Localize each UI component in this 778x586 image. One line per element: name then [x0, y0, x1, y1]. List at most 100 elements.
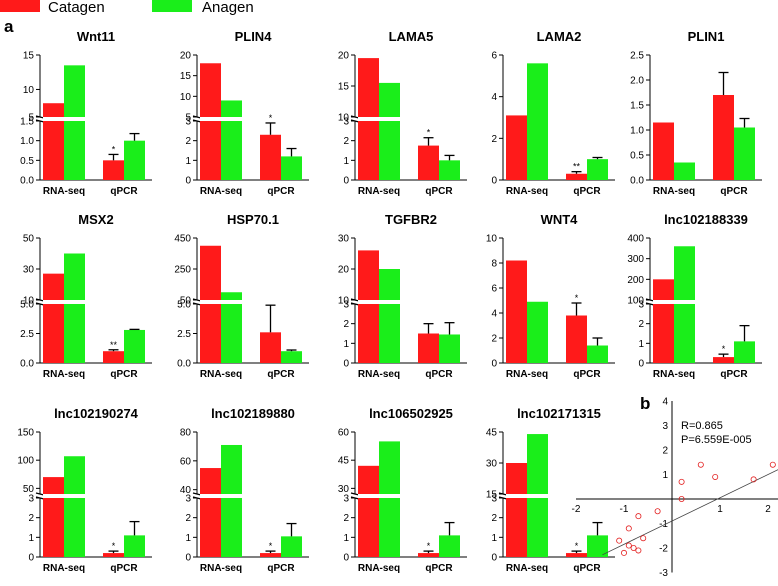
significance-mark: **	[573, 162, 581, 172]
y-tick-label: 3	[343, 494, 349, 505]
y-tick-label: 2.5	[177, 329, 191, 340]
chart-title: Wnt11	[77, 29, 115, 44]
scatter-point	[697, 461, 704, 468]
x-tick-label: RNA-seq	[200, 563, 242, 574]
bar-anagen-rna-seq-upper	[64, 456, 85, 494]
bar-catagen-rna-seq-upper	[358, 465, 379, 494]
scatter-y-tick-label: -2	[659, 544, 668, 555]
bar-catagen-qpcr	[566, 173, 587, 180]
x-tick-label: qPCR	[267, 563, 295, 574]
significance-mark: **	[110, 340, 118, 350]
bar-break-gap	[200, 300, 221, 304]
scatter-point	[625, 525, 632, 532]
bar-anagen-rna-seq	[527, 498, 548, 557]
bar-anagen-rna-seq-upper	[64, 65, 85, 117]
significance-mark: *	[427, 128, 431, 138]
bar-anagen-rna-seq	[379, 498, 400, 557]
bar-charts: Wnt11510150.00.51.01.5RNA-seq*qPCRPLIN45…	[17, 29, 762, 574]
bar-catagen-rna-seq	[43, 304, 64, 363]
x-tick-label: qPCR	[110, 369, 138, 380]
bar-break-gap	[674, 300, 695, 304]
bar-anagen-rna-seq	[674, 162, 695, 180]
bar-catagen-qpcr	[418, 333, 439, 363]
y-tick-label: 0.0	[177, 359, 191, 370]
bar-catagen-qpcr	[713, 95, 734, 180]
x-tick-label: RNA-seq	[506, 369, 548, 380]
y-tick-label: 2	[343, 136, 349, 147]
x-tick-label: qPCR	[720, 369, 748, 380]
bar-chart-2: LAMA5 10 15 20 0 1 2 3 RNA-seq * qPCR	[338, 29, 467, 197]
bar-break-gap	[527, 494, 548, 498]
scatter-y-tick-label: 1	[662, 470, 668, 481]
y-tick-label: 2	[491, 334, 497, 345]
x-tick-label: RNA-seq	[506, 563, 548, 574]
bar-catagen-rna-seq-upper	[358, 58, 379, 117]
y-tick-label: 4	[491, 309, 497, 320]
bar-anagen-qpcr	[734, 341, 755, 363]
bar-chart-6: HSP70.1 50 250 450 0.0 2.5 5.0 RNA-seq qPCR	[174, 212, 309, 380]
y-tick-label: 5	[28, 113, 34, 124]
bar-catagen-qpcr	[418, 553, 439, 557]
x-tick-label: RNA-seq	[358, 186, 400, 197]
bar-anagen-rna-seq	[221, 121, 242, 180]
y-tick-label: 100	[627, 296, 644, 307]
y-tick-label: 50	[23, 484, 35, 495]
bar-anagen-qpcr	[124, 329, 145, 363]
y-tick-label: 5.0	[177, 300, 191, 311]
y-tick-label: 10	[338, 296, 350, 307]
bar-catagen-qpcr	[103, 553, 124, 557]
bar-chart-11: lnc102189880 40 60 80 0 1 2 3 RNA-seq * qPCR	[180, 406, 309, 574]
y-tick-label: 0.5	[20, 156, 34, 167]
scatter-point	[640, 535, 647, 542]
significance-mark: *	[112, 541, 116, 551]
y-tick-label: 0	[343, 359, 349, 370]
x-tick-label: qPCR	[720, 186, 748, 197]
bar-anagen-rna-seq-upper	[379, 269, 400, 300]
bar-break-gap	[379, 300, 400, 304]
bar-catagen-qpcr	[260, 134, 281, 180]
y-tick-label: 60	[180, 456, 192, 467]
bar-catagen-rna-seq-upper	[43, 477, 64, 494]
y-tick-label: 400	[627, 234, 644, 245]
scatter-point	[621, 549, 628, 556]
bar-anagen-qpcr	[281, 536, 302, 557]
bar-chart-12: lnc106502925 30 45 60 0 1 2 3 RNA-seq * qPCR	[338, 406, 467, 574]
bar-break-gap	[653, 300, 674, 304]
significance-mark: *	[269, 541, 273, 551]
bar-break-gap	[379, 494, 400, 498]
y-tick-label: 20	[338, 51, 350, 62]
y-tick-label: 10	[23, 296, 35, 307]
scatter-y-tick-label: -3	[659, 568, 668, 579]
y-tick-label: 0	[185, 553, 191, 564]
bar-catagen-rna-seq	[358, 121, 379, 180]
y-tick-label: 1	[28, 533, 34, 544]
bar-chart-8: WNT4 0 2 4 6 8 10 RNA-seq * qPCR	[486, 212, 615, 380]
scatter-point	[678, 478, 685, 485]
y-tick-label: 15	[338, 82, 350, 93]
y-tick-label: 2	[343, 319, 349, 330]
chart-title: PLIN1	[688, 29, 725, 44]
bar-catagen-rna-seq-upper	[506, 463, 527, 494]
bar-anagen-qpcr	[281, 156, 302, 180]
scatter-x-tick-label: 2	[765, 504, 771, 515]
chart-title: WNT4	[541, 212, 579, 227]
x-tick-label: RNA-seq	[43, 369, 85, 380]
bar-anagen-rna-seq-upper	[379, 82, 400, 117]
x-tick-label: RNA-seq	[43, 186, 85, 197]
y-tick-label: 2	[491, 134, 497, 145]
bar-break-gap	[43, 300, 64, 304]
y-tick-label: 0	[343, 553, 349, 564]
chart-title: lnc102190274	[54, 406, 139, 421]
scatter-fit-line	[602, 469, 778, 556]
bar-chart-10: lnc102190274 50 100 150 0 1 2 3 RNA-seq * qPCR	[17, 406, 152, 574]
y-tick-label: 3	[638, 300, 644, 311]
bar-anagen-rna-seq	[64, 304, 85, 363]
y-tick-label: 1.0	[20, 136, 34, 147]
bar-anagen-rna-seq-upper	[221, 444, 242, 494]
bar-anagen-qpcr	[439, 160, 460, 180]
bar-catagen-rna-seq-upper	[653, 279, 674, 300]
bar-catagen-rna-seq	[358, 304, 379, 363]
x-tick-label: RNA-seq	[200, 186, 242, 197]
y-tick-label: 150	[17, 428, 34, 439]
